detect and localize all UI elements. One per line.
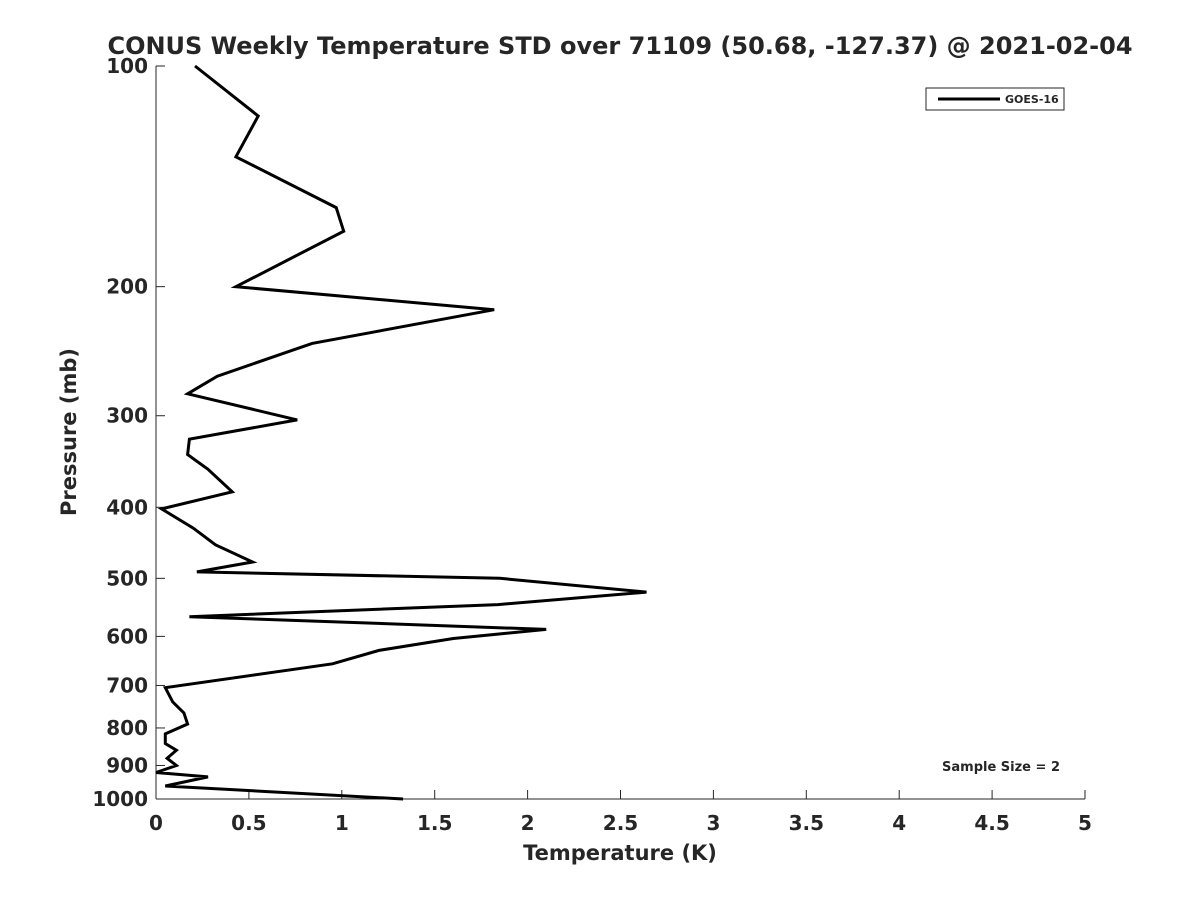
x-tick-label: 2.5 [603,811,638,835]
y-tick-label: 300 [106,404,148,428]
y-tick-label: 700 [106,673,148,697]
legend-label-goes-16: GOES-16 [1005,93,1059,106]
series-line-goes-16 [155,64,647,801]
y-tick-label: 600 [106,624,148,648]
y-tick-label: 100 [106,54,148,78]
x-tick-label: 1.5 [417,811,452,835]
x-tick-label: 3 [706,811,720,835]
x-tick-label: 5 [1078,811,1092,835]
chart-title: CONUS Weekly Temperature STD over 71109 … [107,32,1132,60]
plot-area: 0 0.5 1 1.5 2 2.5 3 3.5 4 4.5 5 100 200 300 400 500 600… [92,54,1092,835]
x-tick-label: 4 [892,811,906,835]
y-tick-label: 200 [106,275,148,299]
y-axis-label: Pressure (mb) [57,348,81,516]
y-tick-label: 500 [106,566,148,590]
y-tick-label: 900 [106,753,148,777]
sample-size-annotation: Sample Size = 2 [942,760,1060,775]
y-tick-label: 1000 [92,787,148,811]
x-axis-label: Temperature (K) [523,841,717,865]
y-tick-label: 400 [106,495,148,519]
y-tick-label: 800 [106,716,148,740]
legend: GOES-16 [925,87,1065,111]
x-axis: 0 0.5 1 1.5 2 2.5 3 3.5 4 4.5 5 [149,790,1092,835]
x-tick-label: 0.5 [231,811,266,835]
series-lines [155,64,647,801]
x-tick-label: 0 [149,811,163,835]
x-tick-label: 4.5 [974,811,1009,835]
y-axis: 100 200 300 400 500 600 700 800 900 1000 [92,54,165,811]
x-tick-label: 2 [521,811,535,835]
x-tick-label: 1 [335,811,349,835]
x-tick-label: 3.5 [789,811,824,835]
